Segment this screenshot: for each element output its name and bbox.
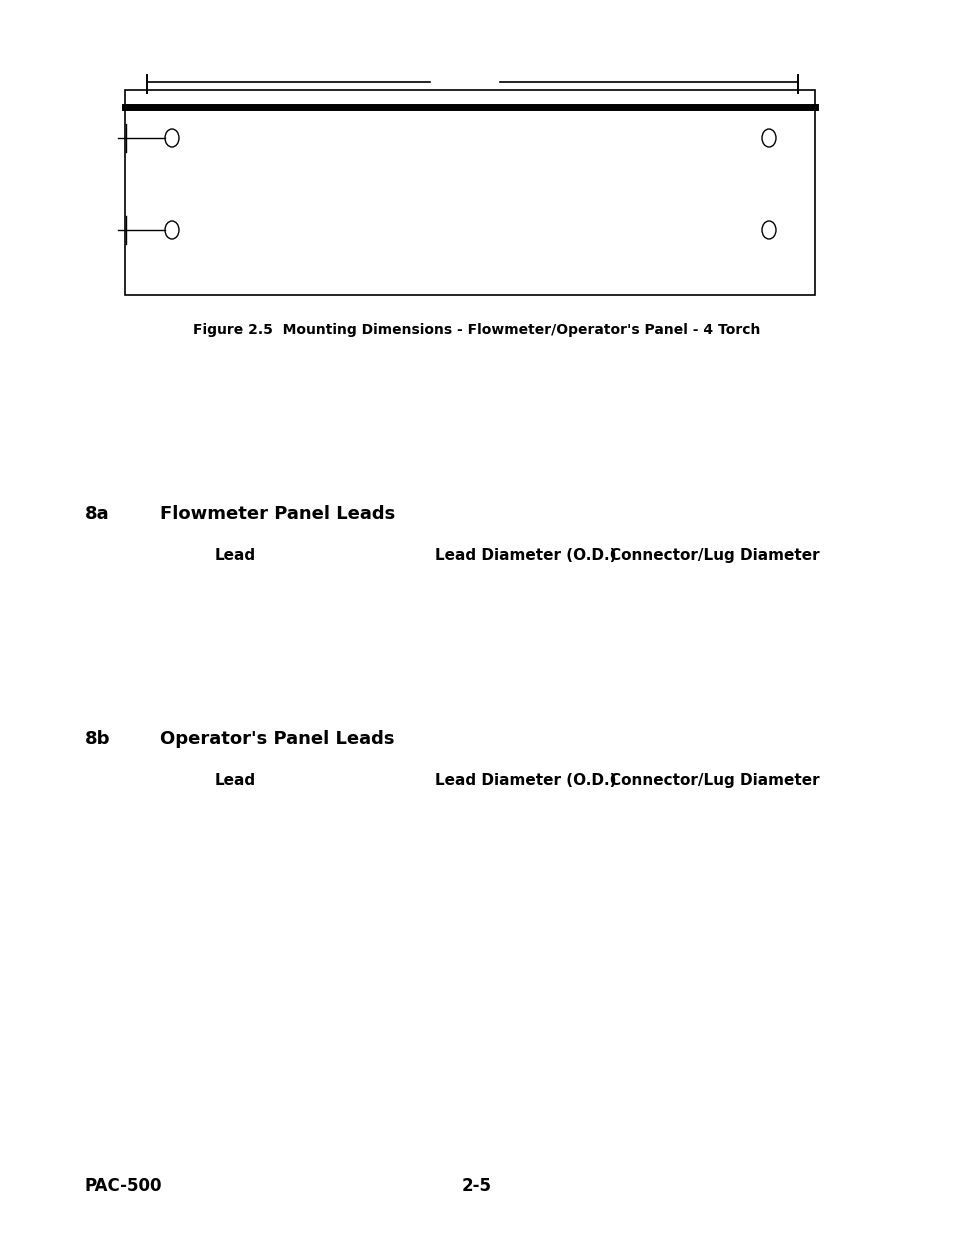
Text: 2-5: 2-5	[461, 1177, 492, 1195]
Text: Lead Diameter (O.D.): Lead Diameter (O.D.)	[435, 773, 616, 788]
Text: 8b: 8b	[85, 730, 111, 748]
Text: Lead: Lead	[214, 548, 255, 563]
Bar	[125, 90, 814, 295]
Text: Connector/Lug Diameter: Connector/Lug Diameter	[609, 773, 819, 788]
Text: Connector/Lug Diameter: Connector/Lug Diameter	[609, 548, 819, 563]
Text: Lead Diameter (O.D.): Lead Diameter (O.D.)	[435, 548, 616, 563]
Text: Figure 2.5  Mounting Dimensions - Flowmeter/Operator's Panel - 4 Torch: Figure 2.5 Mounting Dimensions - Flowmet…	[193, 324, 760, 337]
Text: Operator's Panel Leads: Operator's Panel Leads	[160, 730, 395, 748]
Text: 8a: 8a	[85, 505, 110, 522]
Text: Flowmeter Panel Leads: Flowmeter Panel Leads	[160, 505, 395, 522]
Text: Lead: Lead	[214, 773, 255, 788]
Text: PAC-500: PAC-500	[85, 1177, 162, 1195]
